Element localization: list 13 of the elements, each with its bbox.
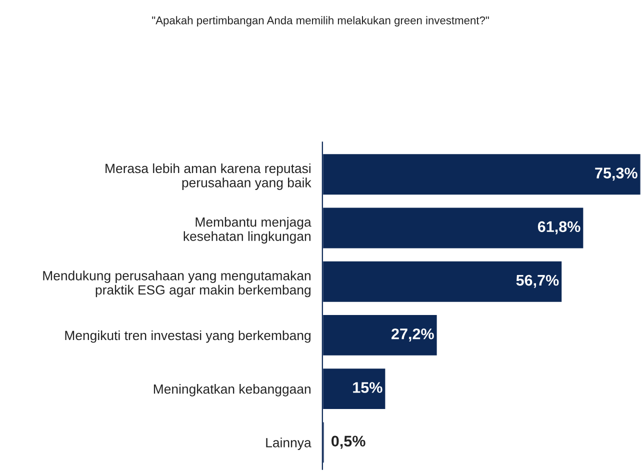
data-label: 75,3%: [595, 168, 638, 181]
y-tick-label: Meningkatkan kebanggaan: [154, 384, 310, 396]
data-label: 15%: [353, 382, 382, 393]
y-tick-label: Mendukung perusahaan yang mengutamakan praktik ESG agar makin berkembang: [43, 270, 310, 298]
data-label: 56,7%: [516, 274, 559, 288]
data-label: 0,5%: [332, 436, 366, 449]
y-tick-label: Mengikuti tren investasi yang berkembang: [65, 330, 310, 343]
y-tick-label: Membantu menjaga kesehatan lingkungan: [184, 217, 312, 244]
y-tick-label: Merasa lebih aman karena reputasi perusahaan yang baik: [106, 163, 312, 190]
data-label: 27,2%: [392, 328, 434, 342]
data-label: 61,8%: [538, 221, 580, 234]
y-tick-label: Lainnya: [266, 438, 312, 450]
chart-title: "Apakah pertimbangan Anda memilih melakukan green investment?": [152, 16, 489, 27]
